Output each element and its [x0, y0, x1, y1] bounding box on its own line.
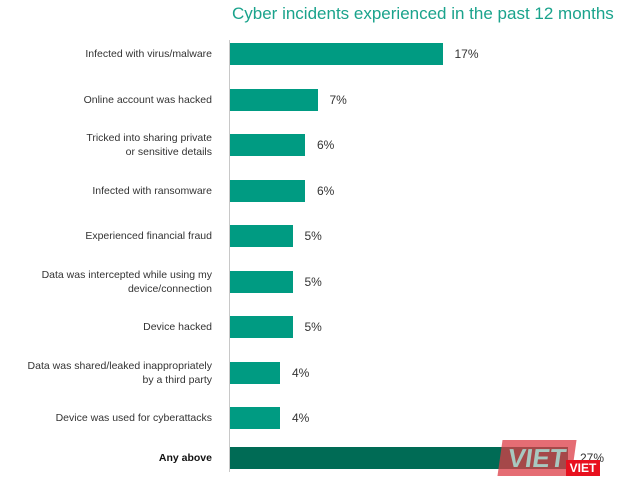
bar-row: Any above 27%	[0, 447, 644, 469]
bar-row: Experienced financial fraud 5%	[0, 225, 644, 247]
bar-row: Device hacked 5%	[0, 316, 644, 338]
bar	[230, 270, 293, 293]
bar-value-label: 5%	[304, 320, 322, 334]
bar-row: Infected with virus/malware 17%	[0, 43, 644, 65]
bar	[230, 447, 568, 469]
bar-label: Tricked into sharing private or sensitive…	[86, 132, 212, 158]
bar-label: Experienced financial fraud	[85, 230, 212, 242]
bar-row: Data was shared/leaked inappropriately by…	[0, 359, 644, 386]
bar-value-label: 5%	[304, 274, 322, 289]
bar	[230, 225, 293, 247]
bar-value-label: 4%	[292, 365, 310, 380]
y-axis-line	[229, 40, 230, 472]
bar-row: Tricked into sharing private or sensitive…	[0, 132, 644, 158]
bar-label: Infected with virus/malware	[85, 48, 212, 60]
bar-value-label: 5%	[304, 229, 322, 243]
bar	[230, 316, 293, 338]
bar-label: Data was shared/leaked inappropriately by…	[27, 359, 212, 386]
chart-title: Cyber incidents experienced in the past …	[232, 4, 614, 23]
bar-row: Online account was hacked 7%	[0, 88, 644, 111]
bar	[230, 43, 443, 65]
bar	[230, 361, 280, 384]
bar-row: Infected with ransomware 6%	[0, 179, 644, 202]
bar-label: Device hacked	[143, 321, 212, 333]
bar	[230, 179, 305, 202]
bar-value-label: 6%	[317, 183, 335, 198]
bar	[230, 407, 280, 429]
bar-value-label: 7%	[329, 92, 347, 107]
bar	[230, 134, 305, 156]
watermark-logo: VIET	[497, 440, 577, 476]
bar-row: Data was intercepted while using my devic…	[0, 268, 644, 295]
bar-label: Online account was hacked	[83, 93, 212, 106]
bar-row: Device was used for cyberattacks 4%	[0, 407, 644, 429]
bar-value-label: 17%	[454, 47, 479, 61]
bar-label: Infected with ransomware	[92, 184, 212, 197]
watermark-logo-small: VIET	[566, 460, 600, 476]
bar-label: Data was intercepted while using my devic…	[41, 268, 212, 295]
bar-value-label: 4%	[292, 411, 310, 425]
bar-value-label: 6%	[317, 138, 335, 152]
bar	[230, 88, 318, 111]
bar-label: Any above	[158, 452, 212, 464]
bar-label: Device was used for cyberattacks	[55, 412, 212, 424]
